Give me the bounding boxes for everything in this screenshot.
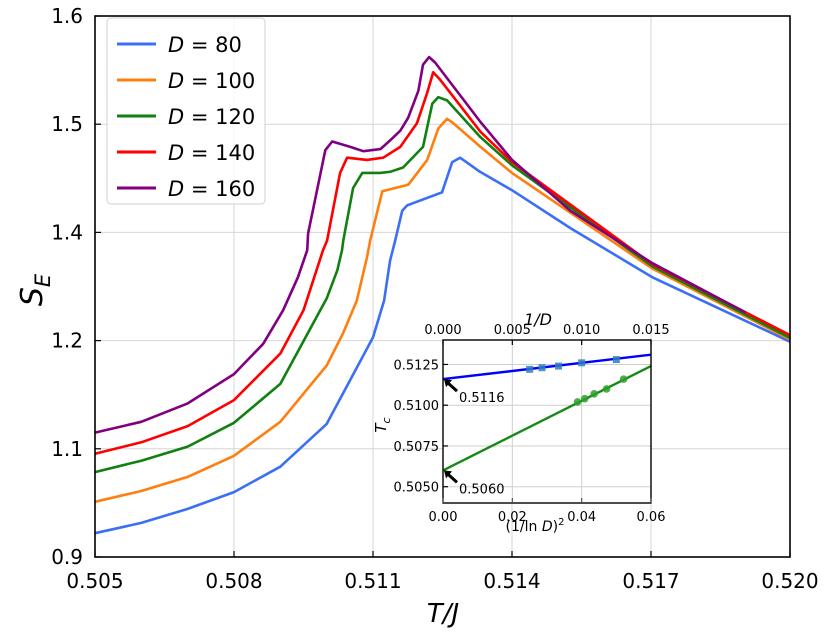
main-plot-frame xyxy=(94,15,791,558)
x-tick-label: 0.520 xyxy=(761,569,818,593)
main-series-lines xyxy=(94,55,791,535)
inset-point-circle xyxy=(602,385,611,393)
x-axis-label: T/J xyxy=(427,599,459,629)
inset-point-circle xyxy=(573,398,582,406)
y-axis-label: SE xyxy=(15,273,55,306)
series-line-d100 xyxy=(94,117,791,504)
y-tick-label: 1.1 xyxy=(51,437,83,461)
inset-bottom-tick-label: 0.04 xyxy=(567,510,596,525)
x-tick-label: 0.511 xyxy=(344,569,401,593)
inset-bottom-tick-label: 0.06 xyxy=(637,510,666,525)
series-line-d140 xyxy=(94,71,791,455)
legend-label-d100: D = 100 xyxy=(168,69,255,93)
legend-label-d80: D = 80 xyxy=(168,33,242,57)
inset-point-circle xyxy=(580,394,589,403)
series-line-d160 xyxy=(94,55,747,434)
inset-top-tick-label: 0.005 xyxy=(494,323,531,338)
series-line-d120 xyxy=(94,95,791,474)
inset-y-tick-label: 0.5100 xyxy=(394,399,440,414)
inset-point-circle xyxy=(619,375,628,383)
inset-y-tick-label: 0.5050 xyxy=(394,481,440,496)
legend: D = 80 D = 100 D = 120 D = 140 D = 160 xyxy=(106,17,266,205)
inset-point-square xyxy=(612,356,620,364)
inset-y-tick-label: 0.5125 xyxy=(394,358,440,373)
inset-y-tick-label: 0.5075 xyxy=(394,440,440,455)
x-tick-label: 0.517 xyxy=(622,569,679,593)
x-tick-label: 0.514 xyxy=(483,569,540,593)
legend-label-d160: D = 160 xyxy=(168,177,255,201)
inset-point-square xyxy=(578,359,586,367)
y-tick-label: 1.2 xyxy=(51,329,83,353)
inset-top-tick-label: 0.015 xyxy=(632,323,669,338)
svg-text:SE: SE xyxy=(15,273,55,306)
y-tick-label: 1.4 xyxy=(51,220,83,244)
inset-point-square xyxy=(538,364,546,372)
inset-y-axis-label: Tc xyxy=(372,417,393,432)
y-tick-label: 1.5 xyxy=(51,112,83,136)
x-tick-label: 0.508 xyxy=(205,569,262,593)
inset-frame xyxy=(442,339,652,504)
inset-fit-line-bottom xyxy=(442,364,652,472)
main-ticks: 0.505 0.508 0.511 0.514 0.517 0.520 0.9 1.1 1.2 1… xyxy=(51,4,818,593)
svg-text:Tc: Tc xyxy=(372,417,393,432)
inset-point-square xyxy=(555,362,563,370)
legend-label-d120: D = 120 xyxy=(168,105,255,129)
x-tick-label: 0.505 xyxy=(66,569,123,593)
annotation-arrowhead xyxy=(444,470,452,479)
legend-box xyxy=(106,17,266,205)
inset-ticks: 0.00 0.02 0.04 0.06 0.000 0.005 0.010 0.015 0.50… xyxy=(394,323,670,525)
y-tick-label: 1.6 xyxy=(51,4,83,28)
inset-top-tick-label: 0.000 xyxy=(424,323,461,338)
annotation-label: 0.5116 xyxy=(459,391,505,406)
legend-label-d140: D = 140 xyxy=(168,141,255,165)
y-tick-label: 0.9 xyxy=(51,545,83,569)
inset-bottom-tick-label: 0.02 xyxy=(498,510,527,525)
annotation-label: 0.5060 xyxy=(459,482,505,497)
inset-top-axis-label: 1/D xyxy=(524,310,552,329)
series-line-d80 xyxy=(94,156,791,535)
inset-bottom-axis-label: (1/ln D)2 xyxy=(506,517,565,535)
inset-marks: 0.5116 0.5060 xyxy=(442,353,652,497)
inset-point-circle xyxy=(590,389,598,398)
inset-point-square xyxy=(526,365,534,373)
inset-bottom-tick-label: 0.00 xyxy=(429,510,458,525)
annotation-arrowhead xyxy=(444,379,452,388)
inset-top-tick-label: 0.010 xyxy=(563,323,600,338)
